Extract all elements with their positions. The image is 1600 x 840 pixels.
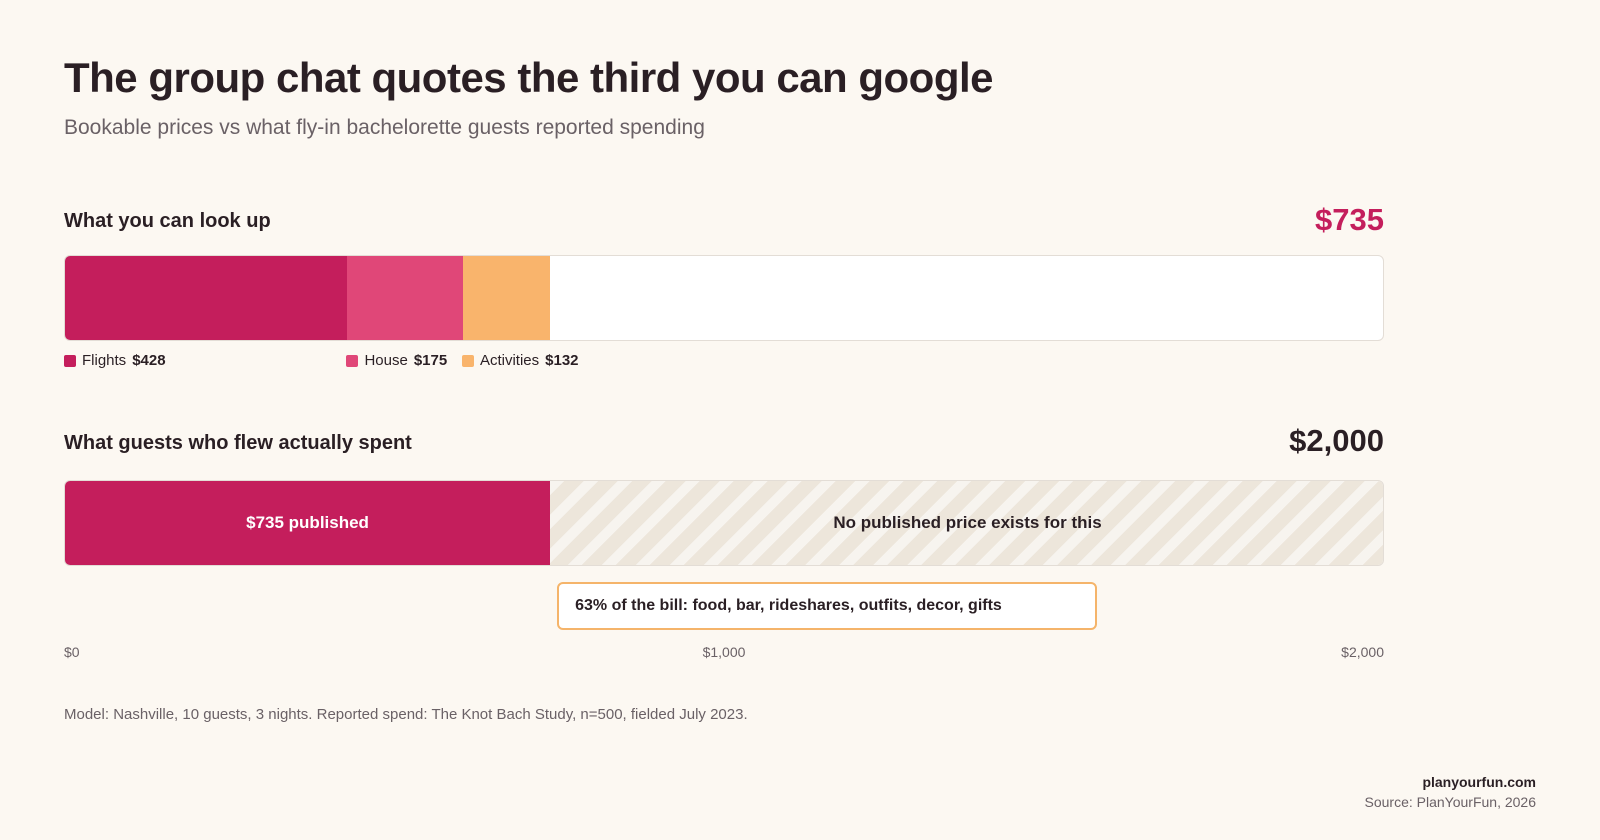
bar-1-segment-house [347, 256, 463, 340]
bar-1-segment-activities [462, 256, 551, 340]
chart-title: The group chat quotes the third you can … [64, 54, 994, 101]
bar-1-label: What you can look up [64, 210, 271, 232]
bar-2: $735 published No published price exists … [64, 480, 1384, 566]
brand-name: planyourfun.com [1422, 774, 1536, 790]
legend-item-activities: Activities $132 [461, 352, 579, 369]
legend-swatch [64, 354, 76, 367]
legend-item-flights: Flights $428 [64, 352, 166, 369]
bar-1-segment-flights [65, 256, 348, 340]
legend-label: House [364, 352, 408, 369]
legend-value: $132 [545, 352, 579, 369]
source-line: Source: PlanYourFun, 2026 [1364, 794, 1537, 810]
legend-label: Flights [82, 352, 127, 369]
bar-2-published-label: $735 published [246, 513, 369, 532]
chart-subtitle: Bookable prices vs what fly-in bachelore… [64, 116, 705, 139]
legend-swatch [346, 354, 359, 367]
bar-1-legend: Flights $428 House $175 Activities $132 [64, 352, 1384, 372]
legend-swatch [461, 354, 474, 367]
bar-1 [64, 255, 1384, 341]
legend-label: Activities [479, 352, 540, 369]
legend-value: $428 [132, 352, 166, 369]
legend-item-house: House $175 [346, 352, 447, 369]
x-tick-label: $0 [64, 644, 80, 660]
bar-2-unpublished-label: No published price exists for this [833, 513, 1102, 532]
footnote: Model: Nashville, 10 guests, 3 nights. R… [64, 706, 748, 723]
bar-2-segment-published [65, 481, 551, 565]
x-tick-label: $2,000 [1341, 644, 1384, 660]
bar-2-total: $2,000 [1289, 423, 1384, 458]
bar-2-label: What guests who flew actually spent [64, 432, 412, 454]
bar-1-total: $735 [1315, 202, 1384, 237]
x-tick-label: $1,000 [702, 644, 746, 660]
bar-2-segment-unpublished [550, 481, 1383, 565]
legend-value: $175 [413, 352, 448, 369]
annotation-callout: 63% of the bill: food, bar, rideshares, … [557, 582, 1098, 630]
